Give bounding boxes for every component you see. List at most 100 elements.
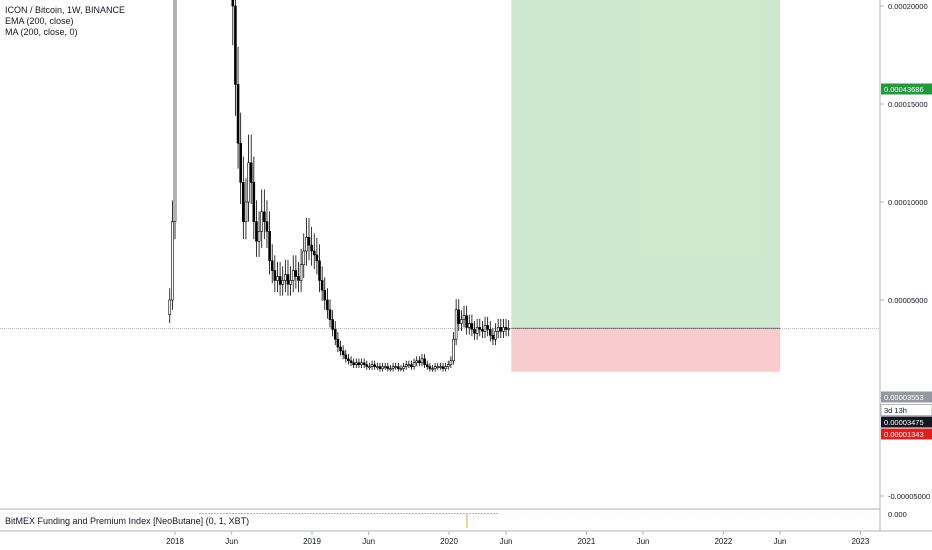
candle: [286, 274, 290, 285]
candle: [171, 221, 174, 301]
candle: [420, 358, 424, 364]
candle: [260, 211, 264, 232]
price-tick-label: 0.00015000: [888, 100, 928, 109]
candle: [478, 327, 482, 330]
candle: [460, 319, 463, 324]
candle: [362, 362, 366, 365]
candle: [439, 366, 442, 368]
chart-legend: ICON / Bitcoin, 1W, BINANCE EMA (200, cl…: [5, 5, 125, 38]
candle: [433, 366, 437, 369]
time-tick-label: Jun: [637, 537, 650, 546]
candle: [383, 366, 387, 368]
candle: [273, 270, 277, 281]
time-tick-label: 2022: [714, 537, 732, 546]
time-tick-label: Jun: [225, 537, 238, 546]
candle: [310, 244, 313, 252]
candle: [494, 331, 497, 340]
candle: [441, 366, 445, 369]
candle: [242, 182, 245, 222]
candle: [415, 360, 419, 364]
candle: [297, 276, 300, 281]
price-axis-label-text: 0.00003475: [884, 418, 924, 427]
price-axis-label: [881, 83, 932, 95]
candle: [357, 362, 361, 365]
candle: [410, 364, 413, 367]
candle: [428, 366, 432, 369]
candle: [465, 315, 468, 328]
candle: [360, 362, 363, 365]
price-tick-label: 0.00005000: [888, 296, 928, 305]
loss-zone: [511, 328, 781, 372]
candle: [328, 309, 332, 320]
candle: [270, 260, 274, 271]
candle: [307, 236, 311, 246]
price-axis-label: [881, 416, 932, 428]
time-tick-label: Jun: [362, 537, 375, 546]
ema-indicator-label[interactable]: EMA (200, close): [5, 16, 74, 26]
candle: [320, 280, 324, 291]
candle: [483, 325, 487, 332]
candle: [281, 280, 285, 285]
candle: [462, 315, 466, 320]
candle: [370, 364, 374, 367]
candle: [397, 366, 400, 369]
symbol-title[interactable]: ICON / Bitcoin, 1W, BINANCE: [5, 5, 126, 15]
candle: [312, 250, 316, 256]
candle: [294, 270, 298, 277]
candle: [499, 327, 503, 332]
candle: [326, 299, 329, 311]
candle: [341, 350, 345, 356]
candle: [291, 270, 295, 281]
price-axis-label: [881, 391, 932, 403]
price-axis-label-text: 0.00003553: [884, 393, 924, 402]
candle: [268, 231, 271, 262]
candle: [234, 5, 237, 85]
candle: [265, 221, 269, 232]
candle: [331, 319, 334, 330]
candle: [255, 221, 258, 242]
candle: [231, 0, 235, 7]
candle: [352, 362, 355, 365]
candle: [454, 309, 458, 340]
candle: [349, 360, 353, 364]
candle: [354, 362, 358, 365]
time-tick-label: 2020: [440, 537, 458, 546]
candle: [276, 276, 279, 281]
candle: [376, 366, 379, 368]
price-axis-label-text: 0.00043686: [884, 85, 924, 94]
candle: [252, 182, 256, 222]
candle: [386, 366, 390, 369]
candle: [247, 162, 250, 203]
price-tick-label: 0.00020000: [888, 2, 928, 11]
candle: [446, 364, 450, 367]
time-tick-label: 2021: [577, 537, 595, 546]
candle: [278, 276, 282, 285]
candle: [173, 0, 177, 222]
candle: [239, 142, 242, 183]
candle: [365, 364, 369, 367]
candle: [391, 366, 395, 369]
price-tick-label: 0.00010000: [888, 198, 928, 207]
time-tick-label: Jun: [500, 537, 513, 546]
price-axis-label: [880, 404, 932, 416]
time-tick-label: 2019: [303, 537, 321, 546]
candle: [323, 289, 327, 301]
candle: [467, 323, 471, 328]
ma-indicator-label[interactable]: MA (200, close, 0): [5, 27, 78, 37]
candle: [452, 338, 455, 362]
candles: [168, 0, 510, 372]
candle: [302, 250, 306, 266]
indicator-title[interactable]: BitMEX Funding and Premium Index [NeoBut…: [5, 516, 250, 526]
candle: [284, 274, 287, 281]
candle: [368, 366, 371, 368]
candle: [339, 346, 342, 352]
price-axis-label: [881, 428, 932, 440]
candle: [336, 338, 340, 348]
candle: [381, 366, 384, 369]
candle: [299, 264, 303, 281]
candle: [457, 309, 461, 324]
candle: [491, 334, 495, 340]
candle: [507, 328, 510, 330]
candle: [423, 358, 426, 365]
